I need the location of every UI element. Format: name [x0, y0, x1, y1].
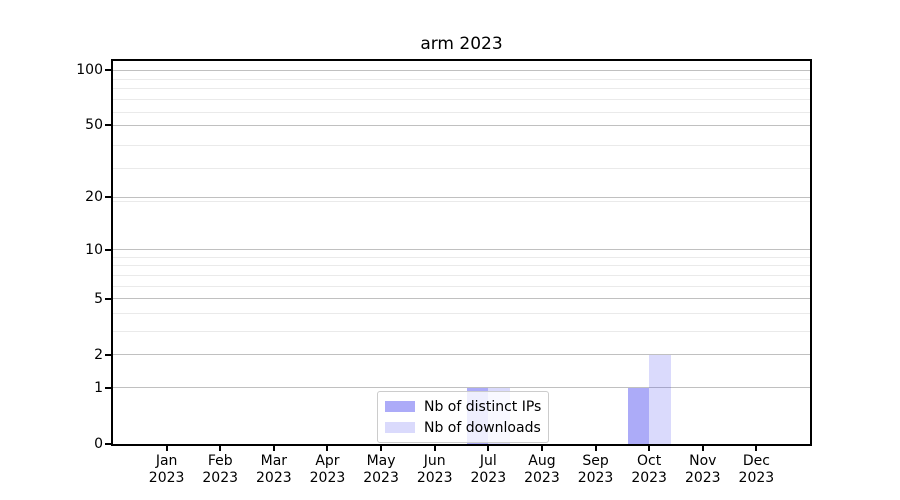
x-tick-label: Nov 2023 — [671, 453, 735, 487]
legend-item: Nb of distinct IPs — [385, 396, 541, 417]
x-tick-year: 2023 — [202, 470, 239, 486]
x-tick-month: Jun — [423, 453, 446, 469]
gridline-minor — [113, 313, 810, 315]
x-tick-year: 2023 — [416, 470, 453, 486]
x-tick-month: Feb — [207, 453, 233, 469]
y-tick-label: 20 — [85, 189, 103, 206]
x-tick-label: Dec 2023 — [724, 453, 788, 487]
x-tick-label: Sep 2023 — [564, 453, 628, 487]
x-tick-mark — [326, 446, 329, 451]
y-tick-label: 50 — [85, 117, 103, 134]
x-tick-mark — [594, 446, 597, 451]
gridline-major — [113, 354, 810, 356]
x-tick-month: Nov — [689, 453, 717, 469]
x-tick-label: Jun 2023 — [403, 453, 467, 487]
x-tick-month: Jul — [479, 453, 497, 469]
y-tick-label: 1 — [94, 379, 103, 396]
x-tick-month: Mar — [260, 453, 288, 469]
x-tick-year: 2023 — [631, 470, 667, 486]
y-tick-label: 100 — [76, 62, 103, 79]
x-tick-mark — [272, 446, 275, 451]
x-tick-label: Oct 2023 — [617, 453, 681, 487]
x-tick-label: Mar 2023 — [242, 453, 306, 487]
legend-swatch — [385, 422, 415, 433]
x-tick-year: 2023 — [148, 470, 185, 486]
chart-title: arm 2023 — [420, 34, 503, 54]
x-tick-label: Jan 2023 — [135, 453, 199, 487]
gridline-major — [113, 387, 810, 389]
legend-swatch — [385, 401, 415, 412]
gridline-minor — [113, 200, 810, 202]
gridline-minor — [113, 167, 810, 169]
gridline-minor — [113, 144, 810, 146]
x-tick-month: Jan — [155, 453, 178, 469]
x-tick-mark — [433, 446, 436, 451]
legend-item: Nb of downloads — [385, 417, 541, 438]
x-tick-month: Aug — [528, 453, 556, 469]
x-tick-label: Feb 2023 — [188, 453, 252, 487]
legend-label: Nb of distinct IPs — [424, 398, 542, 415]
x-tick-mark — [165, 446, 168, 451]
gridline-major — [113, 249, 810, 251]
x-tick-mark — [755, 446, 758, 451]
x-tick-mark — [540, 446, 543, 451]
gridline-minor — [113, 111, 810, 113]
gridline-minor — [113, 285, 810, 287]
x-tick-mark — [701, 446, 704, 451]
x-tick-year: 2023 — [470, 470, 507, 486]
gridline-minor — [113, 88, 810, 90]
gridline-major — [113, 69, 810, 71]
y-tick-label: 2 — [94, 346, 103, 363]
x-tick-month: Sep — [582, 453, 609, 469]
x-tick-mark — [380, 446, 383, 451]
bar-nb-of-downloads-oct — [649, 354, 671, 444]
y-tick-label: 5 — [94, 290, 103, 307]
gridline-major — [113, 196, 810, 198]
x-tick-year: 2023 — [524, 470, 560, 486]
x-tick-label: Apr 2023 — [295, 453, 359, 487]
x-tick-month: Dec — [742, 453, 770, 469]
y-tick-label: 10 — [85, 241, 103, 258]
gridline-minor — [113, 265, 810, 267]
gridline-minor — [113, 78, 810, 80]
x-tick-label: Aug 2023 — [510, 453, 574, 487]
x-tick-label: Jul 2023 — [456, 453, 520, 487]
x-tick-mark — [648, 446, 651, 451]
gridline-major — [113, 298, 810, 300]
legend: Nb of distinct IPs Nb of downloads — [377, 391, 550, 443]
x-tick-month: Apr — [315, 453, 340, 469]
bar-nb-of-distinct-ips-oct — [627, 387, 650, 444]
x-tick-year: 2023 — [256, 470, 292, 486]
x-tick-mark — [487, 446, 490, 451]
gridline-minor — [113, 275, 810, 277]
x-tick-year: 2023 — [577, 470, 614, 486]
gridline-minor — [113, 256, 810, 258]
gridline-minor — [113, 99, 810, 101]
x-tick-month: May — [366, 453, 396, 469]
x-tick-mark — [219, 446, 222, 451]
x-tick-year: 2023 — [363, 470, 399, 486]
x-tick-year: 2023 — [684, 470, 721, 486]
y-tick-label: 0 — [94, 436, 103, 452]
x-tick-year: 2023 — [738, 470, 775, 486]
gridline-minor — [113, 331, 810, 333]
x-tick-label: May 2023 — [349, 453, 413, 487]
x-tick-month: Oct — [637, 453, 662, 469]
gridline-major — [113, 124, 810, 126]
x-tick-year: 2023 — [309, 470, 346, 486]
legend-label: Nb of downloads — [424, 419, 541, 436]
plot-area: Nb of distinct IPs Nb of downloads — [111, 59, 812, 446]
